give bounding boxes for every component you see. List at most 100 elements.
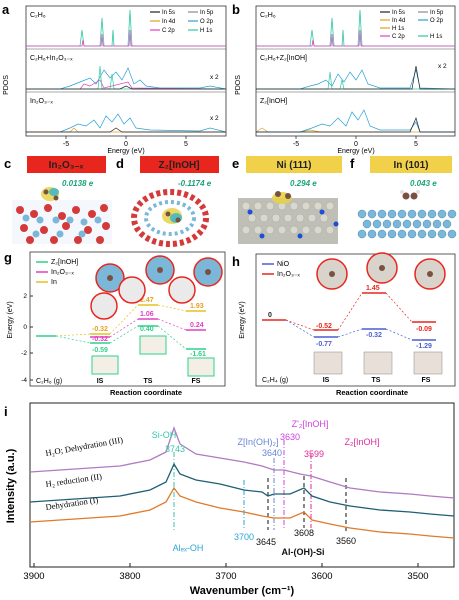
panel-a-legend-0: In 5s: [162, 10, 175, 16]
panel-g-in2o3-fs: 0.24: [190, 322, 204, 329]
panel-a-xlabel: Energy (eV): [107, 148, 144, 155]
band-sioh-value: 3743: [165, 444, 185, 454]
panel-i-xaxis: 3900 3800 3700 3600 3500 Wavenumber (cm⁻…: [23, 563, 429, 597]
panel-f: f In (101) 0.043 e: [350, 156, 457, 239]
panel-a-xtick-0: -5: [63, 141, 69, 148]
band-alohsi: Al-(OH)-Si: [282, 547, 325, 557]
trace-ii: [29, 462, 455, 517]
panel-h-letter: h: [232, 254, 240, 269]
panel-i: i Intensity (a.u.) H₂O; Dehydration (III…: [4, 402, 455, 597]
panel-h-frame: [255, 253, 456, 387]
panel-a-legend-1: In 5p: [200, 10, 214, 16]
panel-g-letter: g: [4, 250, 12, 265]
panel-b-row1-label: C₂H₆: [260, 12, 276, 19]
panel-h-in2o3-fs: -0.09: [416, 326, 432, 333]
trace-i: [29, 486, 455, 539]
panel-g-legend-0: Z₂[InOH]: [51, 259, 78, 266]
panel-a-scale-bot: x 2: [210, 115, 219, 122]
panel-g-start-label: C₂H₆ (g): [36, 378, 62, 385]
panel-i-xtick-1: 3800: [119, 571, 140, 582]
panel-g-ylabel: Energy (eV): [7, 301, 14, 338]
panel-a-xtick-2: 5: [184, 141, 188, 148]
panel-d-structure: [131, 189, 209, 247]
panel-i-traces: [29, 426, 455, 539]
panel-i-xlabel: Wavenumber (cm⁻¹): [190, 585, 295, 597]
panel-a-legend: In 5s In 5p In 4d O 2p C 2p H 1s: [150, 10, 214, 34]
panel-g-frame: [29, 251, 226, 387]
panel-g-values: -0.32 -0.32 -0.59 2.47 1.06 0.40 1.93 0.…: [92, 297, 206, 358]
panel-a-legend-2: In 4d: [162, 19, 175, 25]
band-zprime-label: Z'₂[InOH]: [292, 419, 329, 429]
trace-i-label: Dehydration (I): [45, 495, 99, 512]
panel-h-state-is: IS: [323, 377, 330, 384]
panel-g-ytick-2: -2: [21, 350, 27, 357]
panel-g-ytick-0: 2: [23, 293, 27, 300]
panel-a-row3-curves: [26, 113, 227, 133]
panel-c-letter: c: [4, 156, 11, 171]
panel-a-frame: [25, 5, 227, 137]
panel-f-header: In (101): [393, 160, 428, 171]
panel-g-insets: [90, 255, 223, 377]
panel-i-xtick-2: 3700: [215, 571, 236, 582]
panel-h-legend-0: NiO: [277, 261, 290, 268]
panel-h-legend: NiO In₂O₃₋ₓ: [262, 261, 301, 278]
panel-g-legend: Z₂[InOH] In₂O₃₋ₓ In: [36, 259, 78, 286]
panel-g-in-ts: 2.47: [140, 297, 154, 304]
panel-h-nio-is: -0.77: [316, 341, 332, 348]
panel-g-z2-is: -0.59: [92, 347, 108, 354]
panel-f-header-box: [370, 156, 452, 173]
panel-g-in-fs: 1.93: [190, 303, 204, 310]
panel-b-frame: [255, 5, 456, 137]
band-3645: 3645: [256, 537, 276, 547]
panel-f-letter: f: [350, 156, 355, 171]
panel-h-nio-ts: -0.32: [366, 332, 382, 339]
panel-h-ylabel: Energy (eV): [239, 301, 246, 338]
panel-i-xtick-0: 3900: [23, 571, 44, 582]
panel-h-insets: [313, 252, 446, 375]
trace-iii-label: H₂O; Dehydration (III): [45, 434, 124, 458]
panel-h-xlabel: Reaction coordinate: [336, 388, 408, 397]
panel-b-row3-curves: [255, 109, 455, 133]
panel-b-legend-4: H 1s: [392, 26, 404, 32]
panel-b-row2-label: C₂H₆+Z₂[InOH]: [260, 55, 307, 62]
panel-e-structure: [238, 191, 339, 244]
band-3560: 3560: [336, 536, 356, 546]
band-sioh-label: Si-OH: [152, 430, 177, 440]
panel-b-legend-0: In 5s: [392, 10, 405, 16]
panel-i-black-lines: [267, 476, 347, 532]
panel-b-xtick-2: 5: [414, 141, 418, 148]
panel-i-trace-labels: H₂O; Dehydration (III) H₂ reduction (II)…: [45, 434, 124, 512]
panel-b-row2-curves: [256, 65, 456, 90]
panel-g-state-ts: TS: [144, 378, 153, 385]
band-alex-label: Alₑₓ-OH: [173, 543, 204, 553]
panel-b-row1-curves: [256, 9, 455, 47]
panel-a-scale-mid: x 2: [210, 74, 219, 81]
panel-i-letter: i: [4, 404, 8, 419]
panel-g-xlabel: Reaction coordinate: [110, 388, 182, 397]
panel-b-legend-5: C 2p: [392, 34, 405, 40]
panel-b-row3-label: Z₂[InOH]: [260, 98, 287, 105]
panel-g: g Energy (eV) 2 0 -2 -4 Z₂[InOH] In₂O₃₋ₓ…: [4, 250, 226, 397]
band-zinoh2-label: Z[In(OH)₂]: [238, 437, 279, 447]
panel-h-start-label: C₂H₄ (g): [262, 377, 288, 384]
panel-b-xtick-1: 0: [354, 141, 358, 148]
panel-g-in-is: -0.32: [92, 326, 108, 333]
panel-g-in2o3-ts: 1.06: [140, 311, 154, 318]
panel-c-structure: [12, 187, 112, 244]
panel-c: c In₂O₃₋ₓ 0.0138 e: [4, 156, 112, 244]
panel-h-state-ts: TS: [372, 377, 381, 384]
panel-b-xtick-0: -5: [293, 141, 299, 148]
panel-i-band-labels: Si-OH 3743 3700 Alₑₓ-OH Z[In(OH)₂] 3640 …: [152, 419, 380, 557]
panel-e-header: Ni (111): [276, 160, 311, 171]
panel-i-frame: [29, 402, 455, 568]
panel-h-values: 0 -0.52 -0.77 1.45 -0.32 -0.09 -1.29: [268, 285, 432, 350]
panel-a-xtick-1: 0: [124, 141, 128, 148]
panel-a-legend-5: H 1s: [200, 28, 212, 34]
panel-a-legend-3: O 2p: [200, 19, 214, 25]
panel-f-charge: 0.043 e: [410, 179, 437, 188]
band-zprime-value: 3630: [280, 432, 300, 442]
panel-d-header-box: [140, 156, 219, 173]
band-3608: 3608: [294, 528, 314, 538]
panel-a-row2-curves: [26, 65, 227, 90]
